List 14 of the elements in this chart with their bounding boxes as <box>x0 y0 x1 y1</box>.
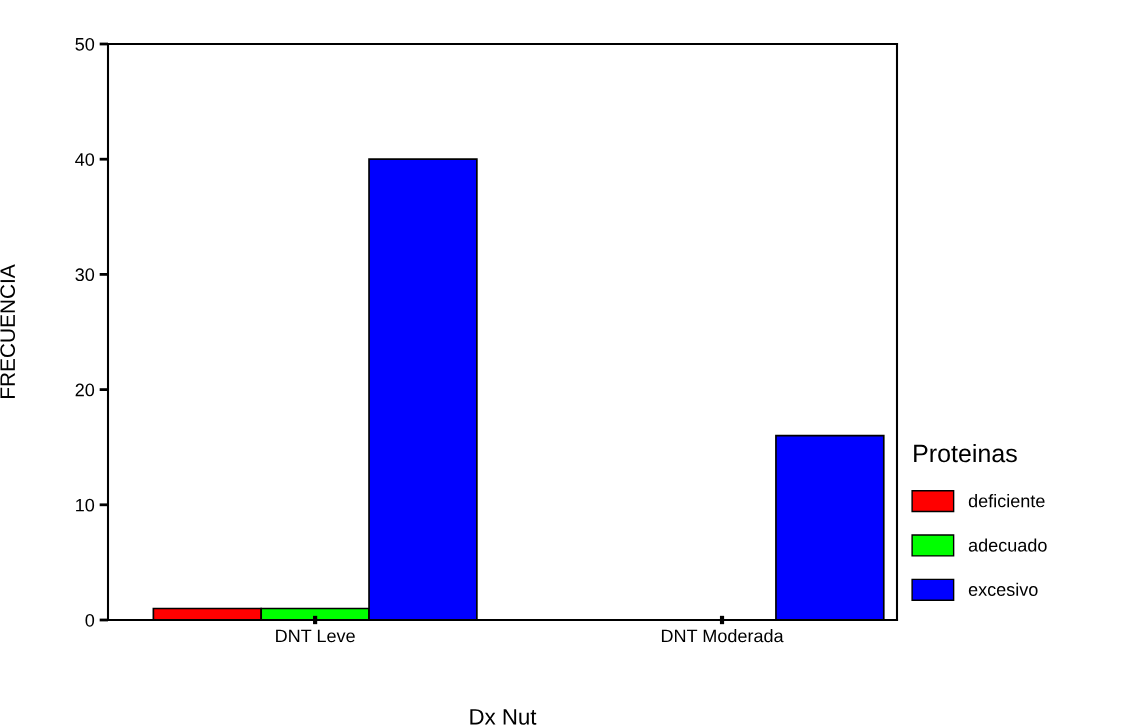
y-tick-label: 20 <box>75 383 95 397</box>
legend-label: deficiente <box>968 494 1045 508</box>
y-tick-label: 10 <box>76 498 95 512</box>
x-tick-label: DNT Leve <box>276 629 355 643</box>
y-tick-label: 40 <box>75 153 95 166</box>
y-tick-label: 50 <box>75 37 95 51</box>
y-axis-title: FRECUENCIA <box>0 264 16 399</box>
legend-label: adecuado <box>968 538 1047 552</box>
legend-label: excesivo <box>968 582 1038 596</box>
y-tick-label: 0 <box>85 613 95 627</box>
y-tick-label: 30 <box>75 268 95 282</box>
x-tick-label: DNT Moderada <box>661 629 784 643</box>
legend-title: Proteinas <box>914 443 1017 463</box>
x-axis-title: Dx Nut <box>470 709 537 725</box>
